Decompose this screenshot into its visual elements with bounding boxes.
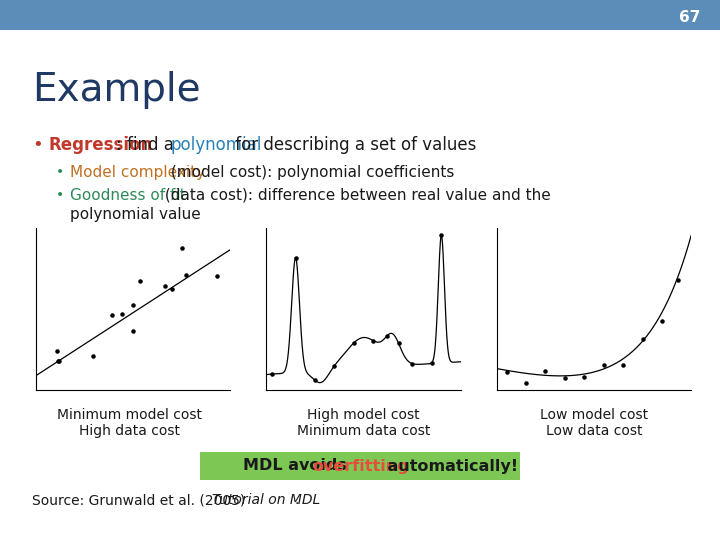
Point	[501, 368, 513, 376]
Text: Low model cost
Low data cost: Low model cost Low data cost	[540, 408, 648, 438]
Point	[540, 367, 552, 375]
Point	[436, 231, 447, 240]
Text: MDL avoids: MDL avoids	[243, 458, 353, 474]
Text: Example: Example	[32, 71, 201, 109]
Text: Model complexity: Model complexity	[70, 165, 205, 179]
Text: •: •	[32, 136, 42, 154]
Text: (model cost): polynomial coefficients: (model cost): polynomial coefficients	[166, 165, 454, 179]
Point	[598, 360, 609, 369]
Point	[381, 332, 392, 340]
Bar	[200, 452, 520, 480]
Text: •: •	[56, 188, 64, 202]
Point	[426, 359, 438, 367]
Point	[310, 376, 321, 384]
Point	[176, 244, 188, 252]
Point	[53, 356, 65, 365]
Point	[559, 373, 570, 382]
Point	[181, 271, 192, 280]
Point	[127, 301, 139, 309]
Point	[52, 347, 63, 355]
Point	[266, 370, 278, 379]
Text: overfitting: overfitting	[312, 458, 410, 474]
Point	[520, 379, 531, 387]
Text: Goodness of fit: Goodness of fit	[70, 187, 186, 202]
Point	[117, 310, 128, 319]
Text: for describing a set of values: for describing a set of values	[230, 136, 477, 154]
Text: Tutorial on MDL: Tutorial on MDL	[212, 493, 320, 507]
Text: 67: 67	[679, 10, 700, 25]
Point	[211, 272, 222, 280]
Point	[348, 339, 360, 347]
Bar	[0, 0, 720, 30]
Point	[107, 310, 118, 319]
Text: .: .	[294, 493, 299, 507]
Text: Minimum model cost
High data cost: Minimum model cost High data cost	[57, 408, 202, 438]
Point	[367, 336, 379, 345]
Text: Regression: Regression	[48, 136, 152, 154]
Point	[579, 373, 590, 381]
Point	[672, 276, 683, 285]
Point	[166, 285, 178, 294]
Point	[657, 316, 668, 325]
Text: Source: Grunwald et al. (2005): Source: Grunwald et al. (2005)	[32, 493, 250, 507]
Text: High model cost
Minimum data cost: High model cost Minimum data cost	[297, 408, 431, 438]
Text: : find a: : find a	[116, 136, 179, 154]
Text: (data cost): difference between real value and the: (data cost): difference between real val…	[160, 187, 551, 202]
Point	[289, 253, 302, 262]
Point	[393, 339, 405, 348]
Point	[127, 327, 139, 335]
Text: polynomial: polynomial	[170, 136, 261, 154]
Point	[617, 361, 629, 370]
Point	[53, 357, 64, 366]
Point	[134, 276, 145, 285]
Text: automatically!: automatically!	[382, 458, 518, 474]
Text: polynomial value: polynomial value	[70, 207, 201, 222]
Point	[159, 282, 171, 291]
Text: •: •	[56, 165, 64, 179]
Point	[407, 359, 418, 368]
Point	[636, 335, 648, 343]
Point	[87, 352, 99, 361]
Point	[328, 361, 341, 370]
